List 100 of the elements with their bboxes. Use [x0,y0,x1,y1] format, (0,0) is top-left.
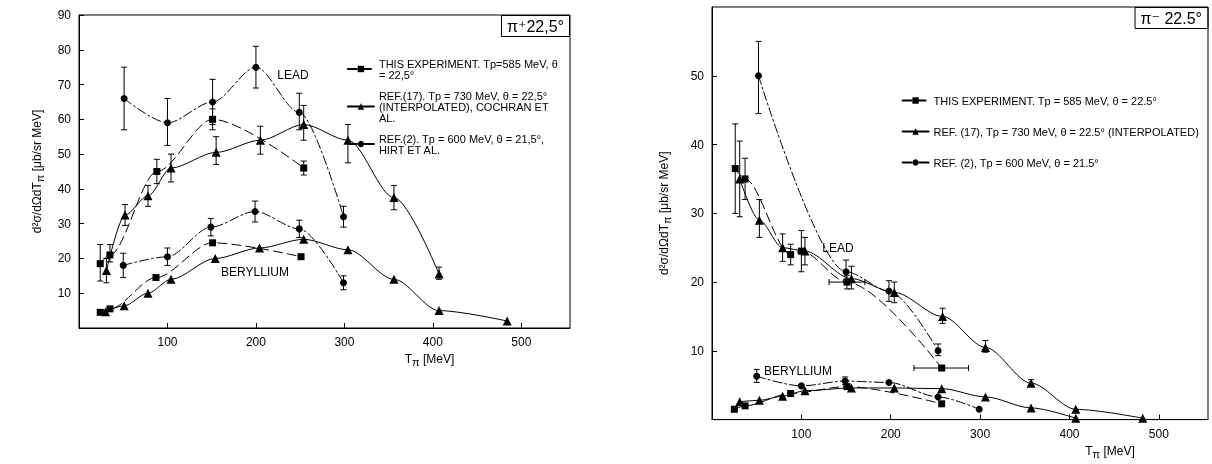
point [800,386,810,396]
point [754,395,764,405]
point [210,253,220,263]
legend-label: REF. (17), Tp = 730 MeV, θ = 22.5° (INTERPOLATED) [933,125,1199,138]
y-tick-label: 30 [690,206,705,221]
point [255,135,265,145]
point [938,364,946,372]
point [295,225,303,233]
point [120,210,130,220]
point [787,389,795,397]
point [163,119,171,127]
point [731,165,739,173]
point [120,94,128,102]
y-tick-label: 60 [57,112,72,127]
point [975,405,983,413]
legend-label: REF.(17). Tp = 730 MeV, θ = 22,5° (INTERPOLATED), COCHRAN ET AL. [378,89,552,124]
point [106,305,114,313]
y-tick-label: 50 [690,68,705,83]
point [434,306,444,316]
point [343,245,353,255]
point [101,307,111,317]
x-tick-label: 100 [157,335,178,349]
point [96,260,104,268]
x-tick-label: 400 [422,335,444,349]
x-tick-label: 500 [511,335,532,349]
x-tick-label: 300 [970,426,991,441]
point [119,261,127,269]
point [980,392,990,402]
point [119,301,129,311]
x-axis-title: Tπ [MeV] [1085,443,1135,460]
point [299,234,309,244]
y-tick-label: 30 [57,216,72,231]
point [754,215,764,225]
point [254,243,264,253]
point [1071,404,1081,414]
y-tick-label: 40 [690,137,705,152]
point [166,163,176,173]
point [252,63,260,71]
y-tick-label: 10 [57,286,72,301]
point [885,378,893,386]
point [938,311,948,321]
legend-label: REF.(2). Tp = 600 MeV, θ = 21,5°, HIRT ET AL. [378,132,548,156]
point [778,243,788,253]
point [934,347,942,355]
point [434,269,444,279]
point [211,147,221,157]
point [209,98,217,106]
point [389,274,399,284]
point [778,391,788,401]
y-tick-label: 10 [690,343,705,358]
legend-label: REF. (2), Tp = 600 MeV, θ = 21.5° [933,156,1099,169]
point [730,405,738,413]
point [143,191,153,201]
y-axis-title: d²σ/dΩdTπ [μb/sr MeV] [656,151,673,276]
annotation: LEAD [822,241,854,255]
point [741,402,749,410]
point [207,223,215,231]
annotation: LEAD [277,68,309,82]
y-tick-label: 20 [57,251,72,266]
point [937,384,947,394]
y-tick-label: 40 [57,181,72,196]
point [502,316,512,326]
point [1138,413,1148,423]
point [251,208,259,215]
point [152,274,160,282]
point [297,253,305,261]
point [1071,413,1081,423]
point [101,266,111,276]
legend-label: THIS EXPERIMENT. Tp = 585 MeV, θ = 22.5° [933,94,1157,107]
point [889,287,899,297]
point [163,253,171,261]
point [800,246,810,256]
point [753,372,761,380]
y-tick-label: 20 [690,275,705,290]
point [787,251,795,259]
annotation: BERYLLIUM [221,265,289,279]
y-tick-label: 80 [57,42,72,57]
point [797,382,805,390]
legend-label: THIS EXPERIMENT. Tp=585 MeV, θ = 22,5° [378,57,561,81]
point [340,213,348,221]
y-axis-title: d²σ/dΩdTπ [μb/sr MeV] [29,109,46,234]
annotation: BERYLLIUM [764,364,832,378]
x-tick-label: 400 [1059,426,1080,441]
point [340,279,348,287]
point [166,274,176,284]
y-tick-label: 50 [57,147,72,162]
point [741,175,749,183]
point [300,164,308,172]
point [143,288,153,298]
x-tick-label: 200 [245,335,267,349]
point [153,168,161,175]
x-tick-label: 200 [880,426,902,441]
x-tick-label: 500 [1148,426,1170,441]
chart-title: π⁺22,5° [506,17,565,35]
y-tick-label: 70 [57,77,72,92]
x-tick-label: 100 [791,426,812,441]
point [938,400,946,408]
chart-title: π⁻ 22.5° [1140,9,1202,27]
x-axis-title: Tπ [MeV] [404,351,455,368]
point [299,120,309,130]
